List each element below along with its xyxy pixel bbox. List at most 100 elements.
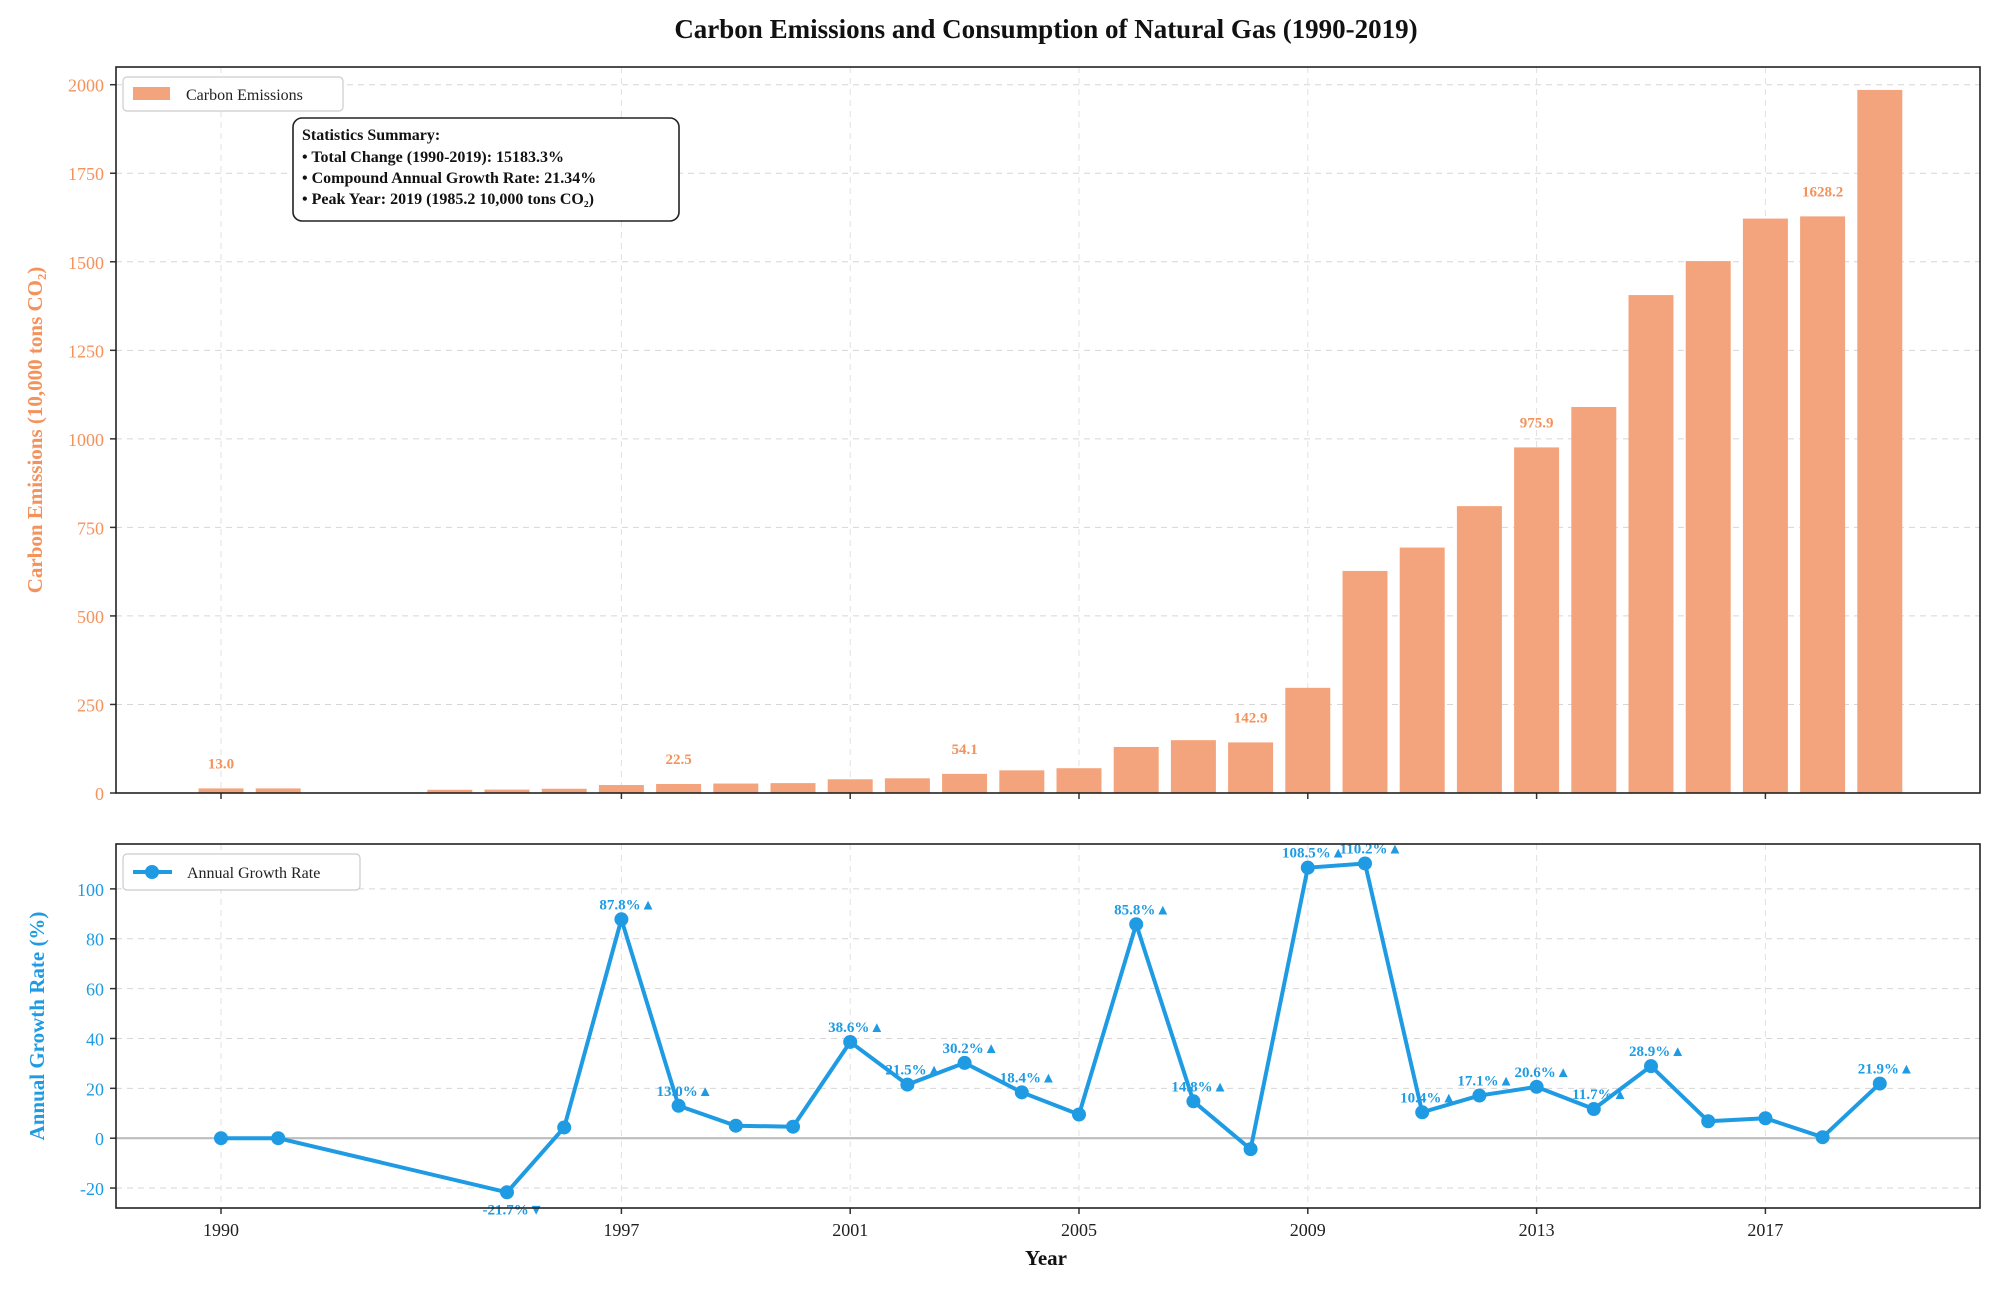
emission-bar — [1170, 740, 1216, 793]
growth-rate-point — [1014, 1085, 1029, 1100]
bottom-xtick-label: 1997 — [603, 1220, 639, 1240]
bottom-y-axis-label: Annual Growth Rate (%) — [25, 912, 49, 1141]
emission-bar — [1685, 261, 1731, 793]
emission-bar — [1800, 216, 1846, 794]
bottom-ytick-label: 100 — [77, 880, 104, 900]
bottom-xtick-label: 2001 — [832, 1220, 868, 1240]
growth-rate-point — [1072, 1107, 1086, 1122]
growth-point-label: 21.5%▲ — [885, 1063, 941, 1079]
emission-bar — [999, 770, 1045, 793]
emission-bar — [942, 773, 988, 793]
growth-rate-point — [1300, 860, 1315, 875]
bottom-xtick-label: 2005 — [1061, 1220, 1097, 1240]
emission-bar — [255, 788, 301, 793]
growth-point-label: 38.6%▲ — [828, 1020, 884, 1036]
top-plot-frame — [115, 66, 1981, 794]
emission-bar — [1456, 506, 1502, 793]
emission-bar — [1228, 742, 1274, 793]
growth-rate-point — [1186, 1094, 1201, 1109]
growth-point-label: 18.4%▲ — [1000, 1070, 1056, 1086]
top-legend-label: Carbon Emissions — [186, 87, 303, 104]
emission-bar — [1056, 768, 1102, 793]
growth-rate-point — [1529, 1079, 1544, 1094]
growth-point-label: 87.8%▲ — [599, 897, 655, 913]
top-ytick-label: 1250 — [68, 341, 104, 361]
bottom-xtick-label: 2009 — [1290, 1220, 1326, 1240]
growth-point-label: -21.7%▼ — [482, 1202, 543, 1218]
bottom-plot-area — [116, 844, 1980, 1208]
bottom-ytick-label: 40 — [86, 1029, 104, 1049]
bar-value-label: 13.0 — [208, 756, 234, 772]
bar-value-label: 975.9 — [1520, 415, 1554, 431]
growth-point-label: 14.8%▲ — [1171, 1079, 1227, 1095]
growth-rate-point — [1815, 1130, 1830, 1145]
growth-point-label: 108.5%▲ — [1282, 846, 1346, 862]
growth-rate-point — [671, 1098, 686, 1113]
growth-point-label: 13.0%▲ — [657, 1084, 713, 1100]
bar-value-label: 1628.2 — [1802, 184, 1843, 200]
bottom-legend-label: Annual Growth Rate — [187, 865, 320, 882]
growth-point-label: 20.6%▲ — [1515, 1065, 1571, 1081]
growth-rate-point — [957, 1055, 972, 1070]
bottom-plot-frame — [115, 843, 1981, 1209]
top-y-axis-label: Carbon Emissions (10,000 tons CO₂) — [23, 267, 47, 594]
emission-bar — [484, 789, 530, 793]
top-ytick-label: 1500 — [68, 253, 104, 273]
growth-rate-point — [786, 1119, 800, 1134]
emission-bar — [713, 783, 759, 793]
stats-summary-line: • Peak Year: 2019 (1985.2 10,000 tons CO… — [302, 191, 594, 208]
bottom-xtick-label: 2017 — [1747, 1220, 1783, 1240]
bottom-ytick-label: 0 — [95, 1129, 104, 1149]
top-ytick-label: 500 — [77, 607, 104, 627]
growth-rate-point — [614, 912, 629, 927]
emission-bar — [1285, 687, 1331, 793]
top-ytick-label: 750 — [77, 518, 104, 538]
growth-point-label: 85.8%▲ — [1114, 902, 1170, 918]
growth-rate-point — [1129, 917, 1144, 932]
bar-value-label: 54.1 — [951, 742, 977, 758]
emission-bar — [1571, 406, 1617, 793]
emission-bar — [598, 785, 644, 793]
emission-bar — [198, 788, 244, 793]
bottom-xtick-label: 2013 — [1519, 1220, 1555, 1240]
top-ytick-label: 1000 — [68, 430, 104, 450]
bottom-ytick-label: 60 — [86, 980, 104, 1000]
top-ytick-label: 1750 — [68, 164, 104, 184]
emission-bar — [1399, 547, 1445, 793]
growth-point-label: 10.4%▲ — [1400, 1090, 1456, 1106]
emission-bar — [427, 789, 473, 793]
growth-point-label: 11.7%▲ — [1572, 1087, 1627, 1103]
emission-bar — [1857, 89, 1903, 794]
growth-rate-point — [728, 1118, 743, 1133]
growth-point-label: 17.1%▲ — [1457, 1074, 1513, 1090]
top-ytick-label: 250 — [77, 695, 104, 715]
bottom-ytick-label: -20 — [80, 1179, 104, 1199]
emission-bar — [770, 783, 816, 793]
top-ytick-label: 2000 — [68, 76, 104, 96]
growth-point-label: 28.9%▲ — [1629, 1044, 1685, 1060]
emission-bar — [1514, 447, 1560, 793]
bottom-ytick-label: 80 — [86, 930, 104, 950]
top-legend-box — [122, 76, 344, 112]
growth-point-label: 110.2%▲ — [1340, 841, 1403, 857]
bottom-ytick-label: 20 — [86, 1079, 104, 1099]
stats-summary-box — [292, 117, 680, 222]
top-ytick-label: 0 — [95, 784, 104, 804]
stats-summary-line: • Compound Annual Growth Rate: 21.34% — [302, 170, 596, 187]
top-legend-swatch — [133, 87, 170, 100]
growth-rate-point — [1415, 1105, 1430, 1120]
growth-rate-point — [1243, 1142, 1258, 1157]
emission-bar — [541, 788, 587, 793]
chart-title: Carbon Emissions and Consumption of Natu… — [674, 14, 1417, 44]
emission-bar — [884, 778, 930, 793]
growth-point-label: 30.2%▲ — [943, 1041, 999, 1057]
growth-rate-point — [1586, 1102, 1601, 1117]
growth-rate-point — [214, 1131, 228, 1146]
bottom-legend-box — [122, 853, 361, 891]
growth-rate-point — [271, 1131, 286, 1146]
growth-point-label: 21.9%▲ — [1858, 1062, 1914, 1078]
emission-bar — [827, 779, 873, 793]
bottom-legend-marker — [145, 865, 159, 879]
